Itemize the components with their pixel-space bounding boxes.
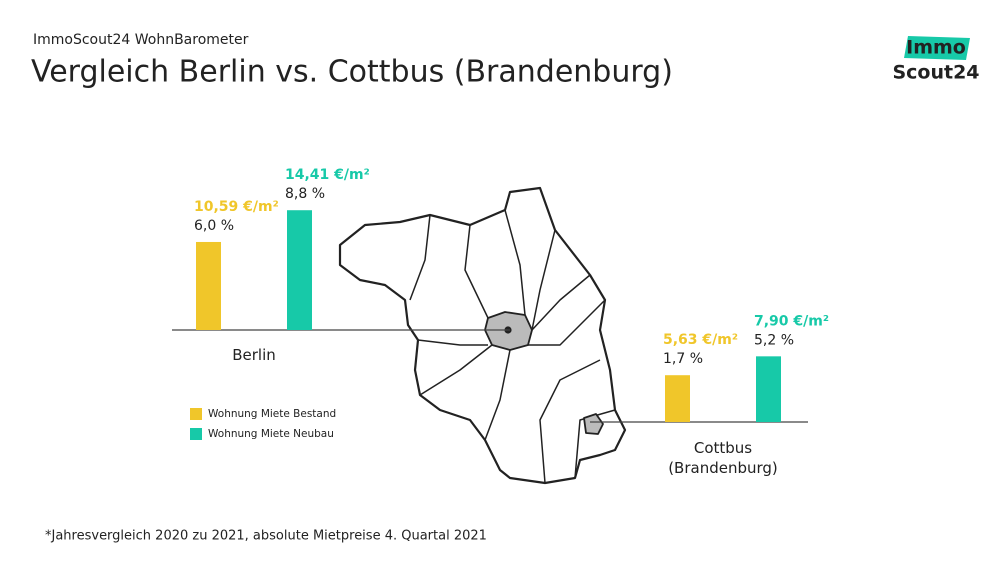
legend-swatch: [190, 408, 202, 420]
kicker: ImmoScout24 WohnBarometer: [33, 32, 249, 48]
title: Vergleich Berlin vs. Cottbus (Brandenbur…: [31, 55, 673, 90]
change-label: 1,7 %: [663, 351, 703, 367]
legend-swatch: [190, 428, 202, 440]
bar: [287, 210, 312, 330]
legend-label: Wohnung Miete Neubau: [208, 428, 334, 440]
bar: [665, 375, 690, 422]
legend-label: Wohnung Miete Bestand: [208, 408, 336, 420]
category-label: Berlin: [232, 346, 276, 364]
change-label: 6,0 %: [194, 218, 234, 234]
map: [338, 186, 627, 485]
footnote: *Jahresvergleich 2020 zu 2021, absolute …: [45, 529, 487, 544]
change-label: 5,2 %: [754, 332, 794, 348]
logo-text: Scout24: [892, 62, 979, 84]
logo-text: Immo: [906, 37, 966, 59]
category-label: Cottbus (Brandenburg): [668, 439, 778, 477]
bar: [196, 241, 221, 330]
value-label: 7,90 €/m²: [754, 313, 829, 329]
bar: [756, 356, 781, 422]
value-label: 5,63 €/m²: [663, 332, 738, 348]
logo-badge: [904, 36, 970, 60]
value-label: 14,41 €/m²: [285, 167, 370, 183]
value-label: 10,59 €/m²: [194, 199, 279, 215]
change-label: 8,8 %: [285, 186, 325, 202]
